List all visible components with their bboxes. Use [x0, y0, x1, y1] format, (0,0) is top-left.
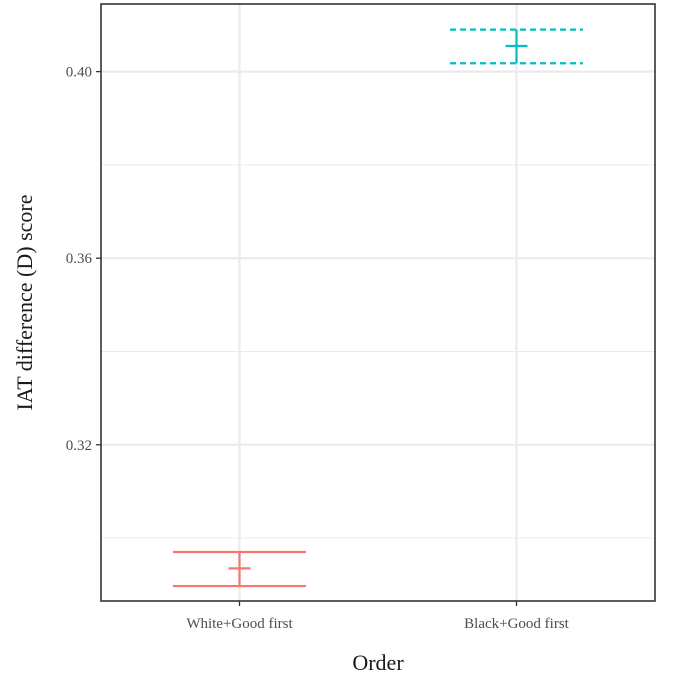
x-tick-label: White+Good first: [186, 616, 293, 632]
y-tick-label: 0.32: [66, 438, 92, 454]
minor-gridlines: [101, 164, 655, 539]
panel-border: [100, 3, 656, 602]
x-tick-label: Black+Good first: [464, 616, 570, 632]
y-tick-label: 0.40: [66, 65, 92, 81]
error-bar-marks: [173, 28, 583, 588]
major-gridlines: [101, 4, 655, 601]
y-axis-ticks: 0.32 0.36 0.40: [66, 65, 101, 454]
errorbar-2: [450, 28, 583, 65]
x-axis-ticks: White+Good first Black+Good first: [186, 601, 570, 632]
x-axis-title: Order: [352, 650, 404, 674]
y-axis-title: IAT difference (D) score: [12, 194, 37, 410]
y-tick-label: 0.36: [66, 251, 93, 267]
errorbar-1: [173, 550, 306, 588]
